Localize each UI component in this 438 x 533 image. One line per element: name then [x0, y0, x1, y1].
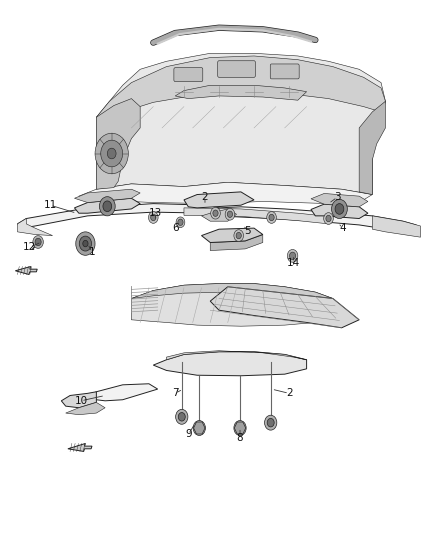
Circle shape — [237, 424, 244, 432]
Circle shape — [176, 217, 185, 228]
Polygon shape — [166, 351, 307, 360]
Circle shape — [101, 140, 123, 167]
Polygon shape — [201, 228, 263, 243]
Polygon shape — [311, 204, 368, 219]
Circle shape — [99, 197, 115, 216]
Text: 2: 2 — [286, 389, 293, 398]
Circle shape — [95, 133, 128, 174]
Polygon shape — [131, 284, 333, 326]
Circle shape — [269, 214, 274, 221]
Circle shape — [267, 212, 276, 223]
Text: 5: 5 — [244, 226, 251, 236]
Circle shape — [176, 409, 188, 424]
Polygon shape — [79, 182, 372, 204]
Circle shape — [236, 232, 241, 239]
Text: 13: 13 — [149, 208, 162, 218]
Polygon shape — [18, 204, 219, 228]
Circle shape — [211, 207, 220, 219]
Polygon shape — [96, 99, 140, 189]
Circle shape — [234, 230, 244, 241]
Circle shape — [335, 204, 344, 214]
Polygon shape — [234, 422, 246, 434]
Circle shape — [324, 213, 333, 224]
Polygon shape — [372, 216, 420, 237]
Circle shape — [35, 238, 41, 246]
Circle shape — [227, 211, 233, 217]
Text: 2: 2 — [201, 192, 208, 202]
Polygon shape — [184, 208, 328, 224]
Text: 7: 7 — [172, 389, 179, 398]
Circle shape — [290, 252, 296, 260]
Circle shape — [83, 240, 88, 247]
Polygon shape — [61, 392, 96, 408]
Polygon shape — [210, 287, 359, 328]
FancyBboxPatch shape — [174, 68, 203, 82]
Polygon shape — [68, 443, 92, 451]
Circle shape — [267, 418, 274, 427]
Circle shape — [326, 215, 331, 222]
Circle shape — [107, 148, 116, 159]
Polygon shape — [131, 284, 333, 298]
Circle shape — [213, 210, 218, 216]
Text: 3: 3 — [334, 192, 341, 202]
Polygon shape — [15, 266, 37, 274]
Circle shape — [76, 232, 95, 255]
Polygon shape — [66, 402, 105, 415]
Text: 9: 9 — [185, 430, 192, 439]
Circle shape — [196, 424, 203, 432]
Circle shape — [234, 421, 246, 435]
Polygon shape — [194, 422, 205, 434]
Text: 11: 11 — [44, 200, 57, 210]
Text: 8: 8 — [237, 433, 244, 443]
Polygon shape — [88, 384, 158, 401]
FancyBboxPatch shape — [218, 61, 255, 77]
Polygon shape — [184, 192, 254, 208]
Circle shape — [79, 236, 92, 251]
Circle shape — [178, 413, 185, 421]
Polygon shape — [74, 189, 140, 203]
Circle shape — [178, 219, 183, 225]
Circle shape — [148, 212, 158, 223]
Text: 1: 1 — [88, 247, 95, 257]
Polygon shape — [96, 56, 385, 117]
Polygon shape — [74, 198, 140, 213]
Circle shape — [151, 214, 156, 221]
Text: 14: 14 — [287, 258, 300, 268]
Circle shape — [332, 199, 347, 219]
Polygon shape — [96, 53, 385, 195]
Text: 6: 6 — [172, 223, 179, 233]
Circle shape — [265, 415, 277, 430]
Polygon shape — [153, 352, 307, 376]
Polygon shape — [175, 85, 307, 100]
Polygon shape — [18, 219, 53, 236]
Circle shape — [33, 236, 43, 248]
Polygon shape — [201, 209, 237, 221]
Polygon shape — [219, 207, 416, 233]
Polygon shape — [210, 235, 263, 251]
Polygon shape — [359, 101, 385, 195]
Circle shape — [225, 208, 235, 220]
Text: 10: 10 — [74, 396, 88, 406]
Text: 12: 12 — [23, 243, 36, 252]
FancyBboxPatch shape — [270, 64, 299, 79]
Circle shape — [287, 249, 298, 262]
Polygon shape — [311, 193, 368, 207]
Text: 4: 4 — [339, 223, 346, 233]
Circle shape — [103, 201, 112, 212]
Circle shape — [193, 421, 205, 435]
